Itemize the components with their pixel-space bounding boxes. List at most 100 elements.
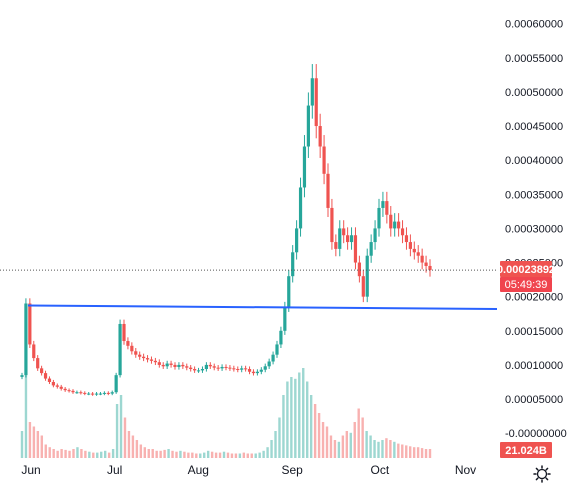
countdown-label: 05:49:39 — [505, 279, 548, 291]
volume-bar — [131, 435, 135, 458]
candle-body — [377, 207, 381, 229]
volume-bar — [88, 451, 91, 458]
candle-body — [397, 221, 401, 229]
candle-body — [412, 248, 416, 253]
volume-bar — [373, 440, 376, 458]
candle-body — [94, 393, 99, 395]
volume-bar — [420, 448, 424, 458]
candle-body — [385, 201, 389, 215]
volume-bar — [191, 452, 194, 458]
candle-body — [302, 146, 307, 188]
candle-body — [71, 390, 75, 393]
y-tick-label: 0.00030000 — [505, 223, 563, 235]
candle-body — [255, 371, 259, 374]
candle-body — [24, 303, 28, 376]
candle-body — [306, 105, 310, 147]
candle-body — [326, 173, 330, 208]
volume-bar — [135, 440, 139, 458]
volume-bar — [274, 431, 277, 458]
volume-bar — [313, 404, 317, 458]
candle-body — [212, 366, 216, 368]
volume-bar — [72, 449, 75, 458]
volume-bar — [270, 440, 273, 458]
volume-bar — [40, 435, 44, 458]
y-tick-label: 0.00035000 — [505, 189, 563, 201]
candle-body — [271, 354, 275, 362]
candle-body — [98, 393, 103, 395]
x-tick-label: Aug — [188, 463, 209, 477]
candle-body — [189, 367, 193, 370]
volume-bar — [333, 440, 337, 458]
current-price-tag: 0.00023892 — [497, 261, 555, 277]
volume-bar — [44, 444, 47, 458]
candle-body — [110, 392, 114, 394]
volume-bar — [203, 452, 206, 458]
candle-body — [373, 228, 377, 243]
volume-bar — [234, 453, 238, 458]
candle-body — [247, 369, 252, 372]
candle-body — [130, 345, 134, 352]
volume-bar — [286, 381, 289, 458]
volume-bar — [226, 452, 230, 458]
x-axis[interactable]: Jun Jul Aug Sep Oct Nov — [21, 463, 476, 477]
volume-bar — [68, 450, 71, 458]
candle-body — [87, 393, 91, 395]
candle-body — [232, 368, 236, 370]
volume-bar — [349, 432, 352, 458]
candle-body — [43, 373, 48, 379]
volume-bar — [119, 395, 123, 458]
candle-body — [314, 78, 318, 127]
volume-bar — [246, 453, 249, 458]
volume-bar — [266, 447, 269, 458]
volume-bar — [302, 368, 305, 458]
volume-bar — [115, 404, 119, 458]
volume-bar — [48, 447, 51, 458]
candle-body — [353, 235, 358, 263]
candle-body — [428, 265, 432, 271]
countdown-tag: 05:49:39 — [500, 277, 552, 292]
volume-bar — [92, 452, 95, 458]
volume-bar — [206, 450, 210, 458]
volume-bar — [76, 447, 79, 458]
candle-body — [236, 369, 240, 371]
y-axis[interactable]: 0.00060000 0.00055000 0.00050000 0.00045000… — [505, 19, 567, 441]
x-tick-label: Jun — [21, 463, 40, 477]
volume-bar — [28, 422, 32, 458]
y-tick-label: 0.00020000 — [505, 292, 563, 304]
candle-body — [126, 341, 130, 346]
volume-bar — [218, 452, 222, 458]
trend-line[interactable] — [27, 304, 498, 310]
volume-bar — [309, 395, 313, 458]
volume-bar — [199, 453, 202, 458]
volume-bar — [306, 381, 309, 458]
candle-body — [106, 392, 110, 394]
settings-icon[interactable] — [533, 465, 551, 483]
volume-bar — [262, 450, 265, 458]
y-tick-label: 0.00040000 — [505, 155, 563, 167]
volume-bar — [329, 435, 333, 458]
candle-body — [251, 371, 256, 374]
candle-body — [349, 235, 354, 243]
candle-body — [145, 358, 150, 360]
volume-bar — [56, 450, 59, 458]
volume-bar — [222, 451, 226, 458]
candle-body — [142, 356, 146, 359]
y-tick-label: 0.00005000 — [505, 394, 563, 406]
volume-bar — [278, 417, 281, 458]
volume-bar — [401, 444, 404, 458]
candle-body — [408, 242, 412, 249]
volume-bar — [389, 440, 392, 458]
volume-bar — [171, 450, 174, 458]
y-tick-label: 0.00010000 — [505, 360, 563, 372]
candle-body — [259, 369, 263, 372]
volume-bar — [341, 435, 345, 458]
volume-bar — [163, 449, 166, 458]
candle-body — [424, 262, 428, 266]
volume-bar — [381, 440, 384, 458]
volume-bar — [183, 451, 186, 458]
volume-bar — [290, 377, 293, 458]
volume-bar — [254, 453, 257, 458]
y-tick-label: 0.00015000 — [505, 326, 563, 338]
